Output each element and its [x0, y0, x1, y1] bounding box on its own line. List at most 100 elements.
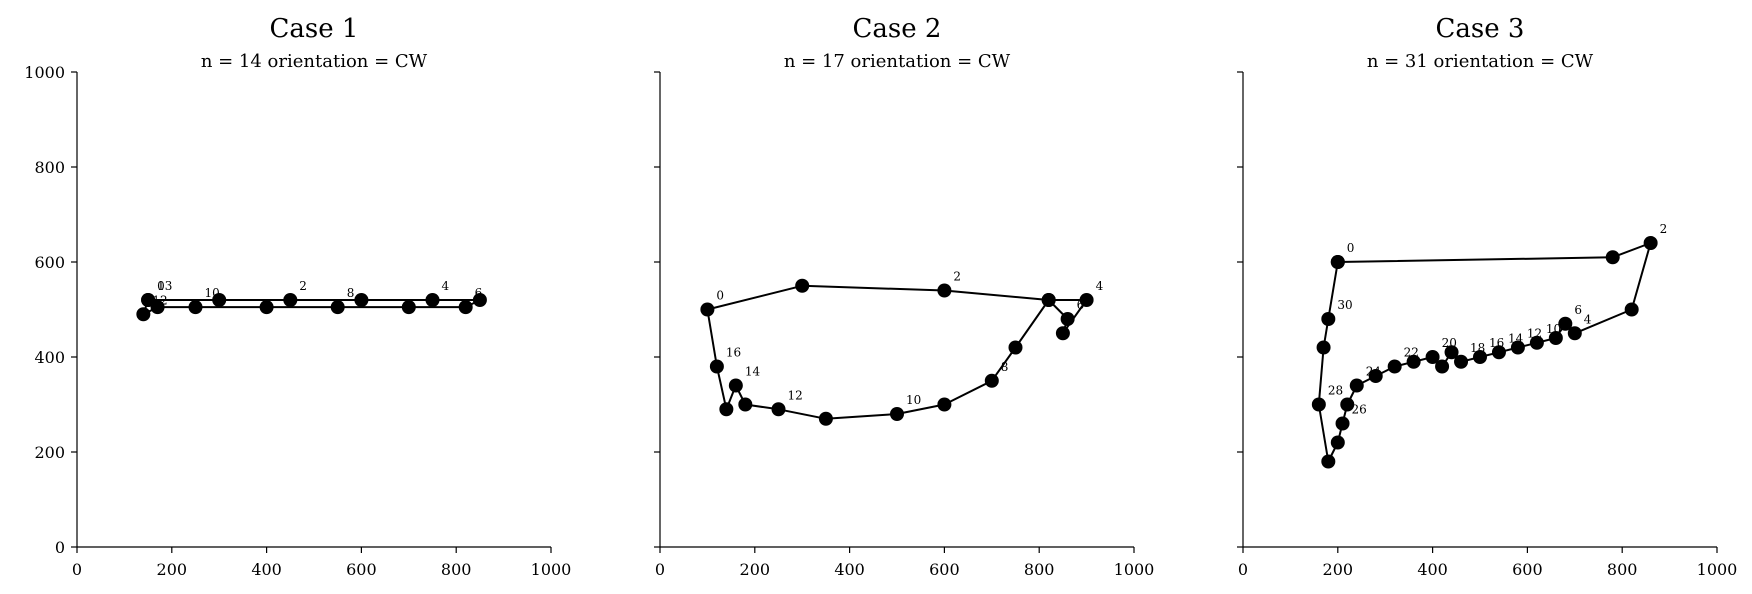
x-tick-label: 600 — [346, 560, 377, 579]
vertex-label: 12 — [1527, 327, 1542, 341]
vertex-point — [1311, 397, 1326, 412]
vertex-point — [1041, 293, 1056, 307]
vertex-label: 4 — [1584, 312, 1592, 326]
vertex-label: 0 — [716, 289, 724, 303]
vertex-point — [1510, 340, 1525, 355]
vertex-label: 0 — [1347, 241, 1355, 255]
chart-panel-case-2: Case 2 n = 17 orientation = CW 0 200 400 600 8… — [654, 14, 1154, 579]
x-tick-label: 200 — [740, 560, 771, 579]
x-tick-label: 1000 — [531, 560, 572, 579]
vertex-label: 10 — [205, 286, 220, 300]
vertex-label: 28 — [1328, 384, 1343, 398]
vertex-point — [1079, 293, 1094, 307]
vertex-point — [188, 300, 203, 315]
chart-title: Case 2 — [853, 14, 942, 44]
x-tick-label: 1000 — [1114, 560, 1155, 579]
chart-title: Case 1 — [270, 14, 359, 44]
x-tick-label: 400 — [251, 560, 282, 579]
x-tick-label: 800 — [1024, 560, 1055, 579]
vertex-label: 6 — [1077, 298, 1085, 312]
vertex-label: 14 — [1508, 331, 1524, 345]
vertex-point — [1330, 255, 1345, 269]
vertex-label: 14 — [745, 365, 761, 379]
vertex-point — [728, 378, 743, 393]
vertex-point — [1340, 397, 1355, 412]
vertex-label: 8 — [347, 286, 355, 300]
vertex-point — [283, 293, 298, 307]
vertex-label: 10 — [1546, 322, 1561, 336]
vertex-point — [1425, 350, 1440, 364]
vertex-point — [1473, 350, 1487, 364]
vertex-point — [1060, 312, 1075, 326]
vertex-point — [1335, 416, 1350, 431]
x-tick-label: 400 — [834, 560, 865, 579]
vertex-point — [937, 283, 952, 298]
vertex-label: 12 — [152, 293, 167, 307]
vertex-point — [1624, 302, 1639, 317]
vertex-label: 4 — [442, 279, 450, 293]
x-tick-label: 0 — [655, 560, 665, 579]
vertex-point — [401, 300, 416, 315]
vertex-label: 22 — [1404, 346, 1419, 360]
vertex-point — [1368, 369, 1383, 383]
vertex-point — [700, 302, 715, 317]
vertex-point — [1491, 345, 1506, 360]
vertex-point — [1321, 312, 1336, 326]
vertex-point — [984, 373, 999, 388]
chart-title: Case 3 — [1436, 14, 1525, 44]
vertex-point — [354, 293, 369, 307]
vertex-point — [1567, 326, 1582, 341]
vertex-point — [1548, 331, 1563, 345]
chart-subtitle: n = 17 orientation = CW — [784, 51, 1011, 72]
chart-subtitle: n = 31 orientation = CW — [1367, 51, 1594, 72]
vertex-label: 13 — [157, 279, 172, 293]
vertex-label: 6 — [475, 286, 483, 300]
vertex-point — [472, 293, 487, 307]
vertex-label: 0 — [157, 279, 165, 293]
vertex-point — [136, 307, 151, 322]
vertex-label: 12 — [788, 388, 803, 402]
vertex-point — [937, 397, 952, 412]
x-tick-label: 600 — [929, 560, 960, 579]
vertex-point — [141, 293, 156, 307]
x-tick-label: 200 — [157, 560, 188, 579]
vertex-label: 4 — [1096, 279, 1104, 293]
x-tick-label: 400 — [1417, 560, 1448, 579]
vertex-label: 16 — [726, 346, 741, 360]
vertex-label: 8 — [1001, 360, 1009, 374]
x-tick-label: 800 — [1607, 560, 1638, 579]
vertex-label: 26 — [1352, 403, 1367, 417]
vertex-point — [771, 402, 786, 417]
y-tick-label: 800 — [34, 158, 65, 177]
vertex-point — [1387, 359, 1402, 374]
vertex-point — [330, 300, 345, 315]
vertex-label: 16 — [1489, 336, 1504, 350]
x-tick-label: 800 — [441, 560, 472, 579]
vertex-point — [1605, 250, 1620, 265]
vertex-point — [1055, 326, 1070, 341]
vertex-point — [212, 293, 227, 307]
vertex-label: 20 — [1442, 336, 1457, 350]
vertex-point — [1529, 335, 1544, 350]
y-tick-label: 0 — [55, 538, 65, 557]
vertex-point — [719, 402, 734, 417]
x-tick-label: 0 — [72, 560, 82, 579]
vertex-point — [1454, 354, 1469, 369]
vertex-point — [1330, 435, 1345, 450]
y-tick-label: 600 — [34, 253, 65, 272]
x-tick-label: 600 — [1512, 560, 1543, 579]
x-tick-label: 1000 — [1697, 560, 1738, 579]
vertex-point — [1349, 378, 1364, 393]
y-tick-label: 1000 — [24, 63, 65, 82]
vertex-point — [458, 300, 473, 315]
vertex-point — [709, 359, 724, 374]
x-tick-label: 0 — [1238, 560, 1248, 579]
vertex-point — [795, 278, 810, 293]
vertex-label: 6 — [1574, 303, 1582, 317]
vertex-label: 2 — [1660, 222, 1668, 236]
polygon-outline — [706, 284, 1088, 420]
chart-subtitle: n = 14 orientation = CW — [201, 51, 428, 72]
vertex-label: 18 — [1470, 341, 1485, 355]
y-tick-label: 200 — [34, 443, 65, 462]
